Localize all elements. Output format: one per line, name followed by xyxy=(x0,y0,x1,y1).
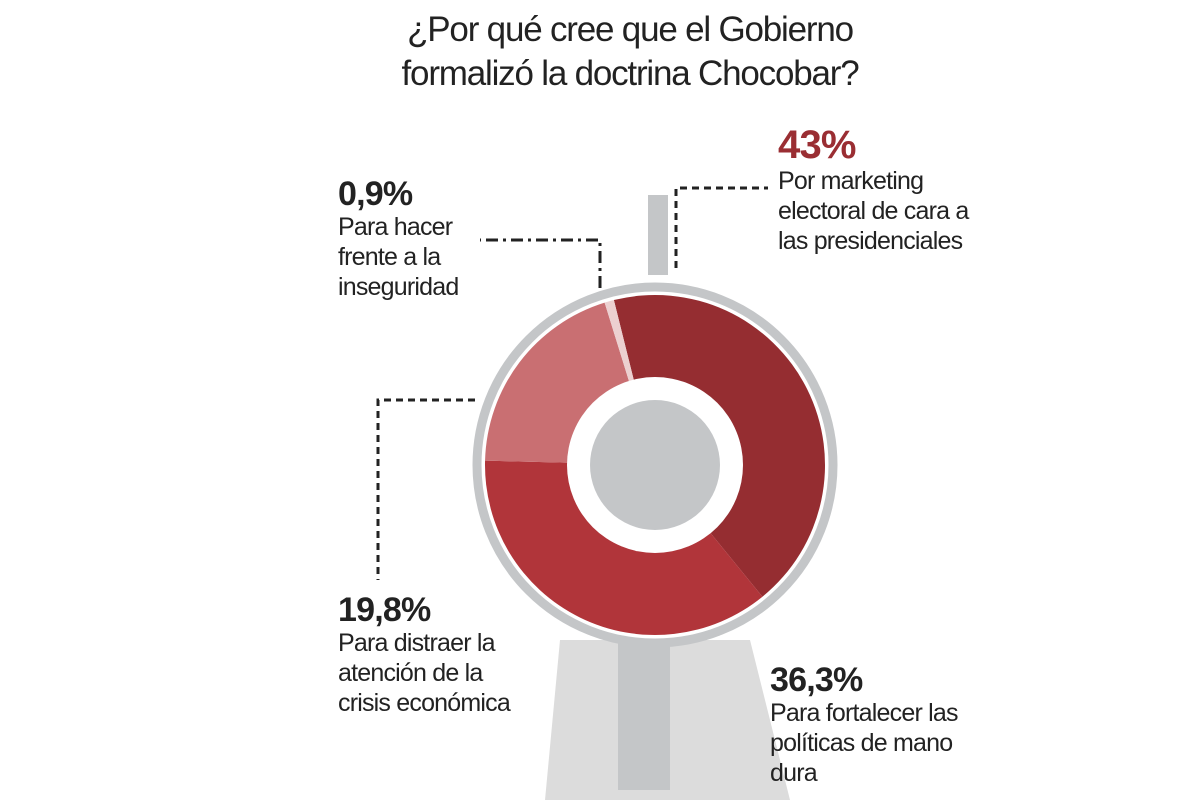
category-label: Para fortalecer las políticas de mano du… xyxy=(770,699,958,787)
value-label: 0,9% xyxy=(338,175,413,213)
category-label: Por marketing electoral de cara a las pr… xyxy=(778,167,969,255)
slice-label: 0,9% Para hacer frente a la inseguridad xyxy=(338,176,488,302)
slice xyxy=(613,295,826,597)
slice-label: 19,8% Para distraer la atención de la cr… xyxy=(338,592,538,718)
value-label: 43% xyxy=(778,123,856,167)
stand-top xyxy=(648,195,668,275)
leader-line xyxy=(480,238,602,288)
category-label: Para hacer frente a la inseguridad xyxy=(338,213,459,301)
leader-line xyxy=(376,398,475,580)
hub xyxy=(590,400,720,530)
value-label: 36,3% xyxy=(770,661,863,699)
leader-line xyxy=(674,186,768,268)
slice-label: 43% Por marketing electoral de cara a la… xyxy=(778,124,978,256)
slice xyxy=(484,460,763,635)
slice xyxy=(485,302,630,463)
slice-label: 36,3% Para fortalecer las políticas de m… xyxy=(770,662,970,788)
chart-title: ¿Por qué cree que el Gobierno formalizó … xyxy=(401,10,860,93)
category-label: Para distraer la atención de la crisis e… xyxy=(338,629,511,717)
value-label: 19,8% xyxy=(338,591,431,629)
stand-post xyxy=(618,640,670,790)
slice xyxy=(604,300,635,384)
